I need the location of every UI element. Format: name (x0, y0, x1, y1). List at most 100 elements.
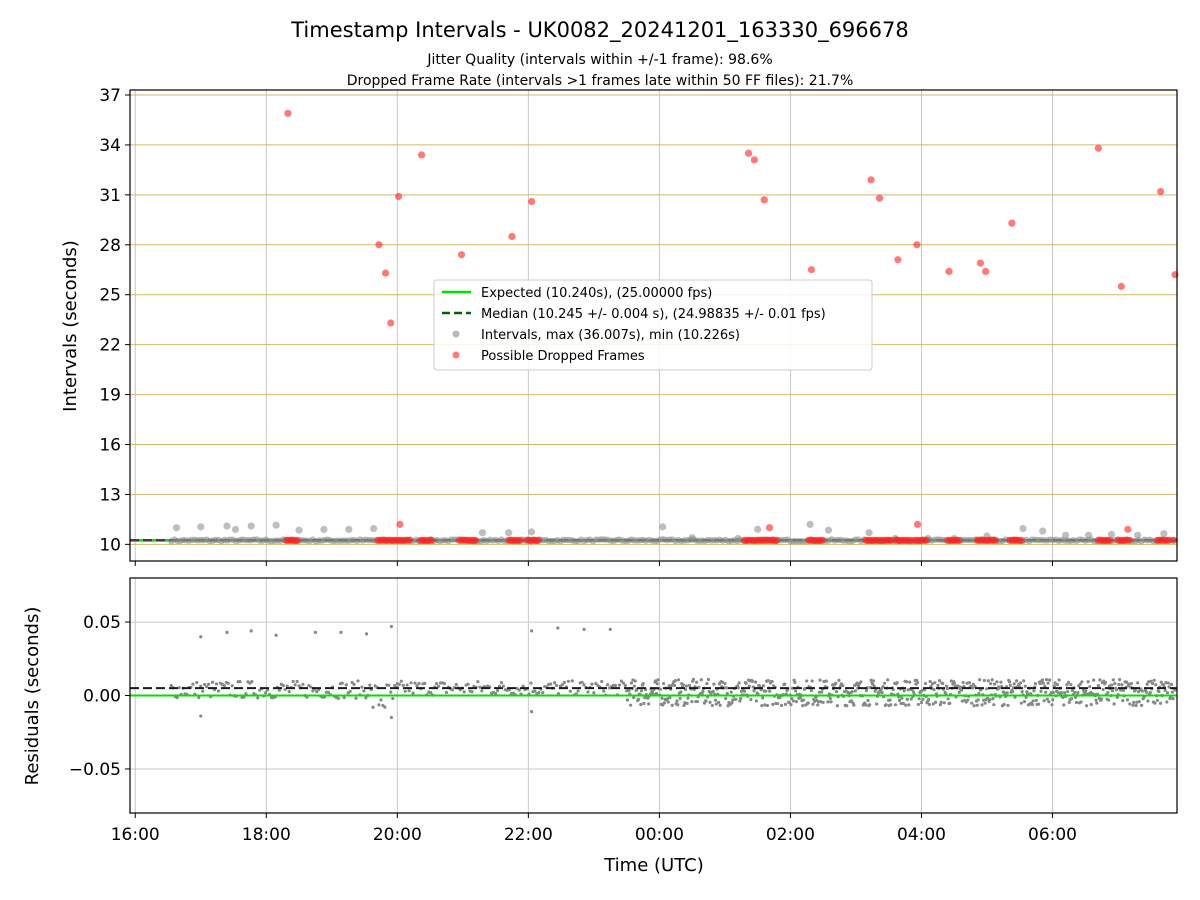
residual-point (742, 689, 747, 693)
residual-point (720, 680, 725, 684)
residual-point (983, 701, 987, 705)
dropped-frame-point (744, 149, 753, 157)
residual-point (942, 701, 946, 705)
residual-point (1007, 680, 1012, 684)
residual-point (923, 681, 928, 686)
residual-point (1012, 682, 1016, 686)
residual-point (1051, 690, 1056, 695)
residual-point (961, 680, 965, 685)
residual-point (339, 630, 343, 634)
interval-point (345, 525, 353, 533)
residual-point (1002, 702, 1006, 707)
residual-point (1066, 689, 1070, 694)
residual-point (980, 703, 984, 707)
residual-point (360, 685, 364, 689)
residual-point (499, 681, 504, 685)
residual-point (701, 689, 705, 693)
residual-point (562, 680, 566, 685)
residual-point (1166, 681, 1170, 685)
residual-point (647, 702, 651, 706)
residual-point (895, 681, 899, 685)
residual-point (729, 690, 733, 694)
residual-point (816, 703, 820, 707)
residual-point (1041, 681, 1045, 685)
residual-point (933, 681, 937, 685)
residual-point (1110, 683, 1114, 687)
residual-point (837, 678, 841, 682)
residual-point (1062, 691, 1067, 695)
residual-point (537, 690, 541, 695)
residual-point (1147, 680, 1151, 684)
residual-point (768, 689, 772, 693)
residual-point (952, 681, 957, 685)
residual-point (566, 679, 570, 683)
residual-point (992, 682, 997, 686)
legend-dropped-marker (452, 351, 460, 359)
residual-point (995, 680, 999, 684)
residual-point (997, 686, 1001, 690)
intervals-y-tick-label: 25 (99, 286, 121, 306)
chart-subtitle-dropped: Dropped Frame Rate (intervals >1 frames … (347, 73, 854, 89)
residual-point (835, 704, 839, 708)
residual-point (639, 689, 644, 693)
residual-point (1152, 678, 1156, 682)
residuals-y-axis-label: Residuals (seconds) (22, 607, 43, 786)
residual-point (1173, 688, 1178, 692)
residual-point (429, 691, 433, 695)
residual-point (849, 699, 854, 703)
residual-point (1125, 680, 1129, 684)
residual-point (673, 678, 677, 683)
residual-point (1144, 690, 1148, 694)
residual-point (628, 703, 633, 707)
residual-point (959, 688, 964, 692)
residual-point (285, 684, 289, 688)
interval-point (223, 522, 231, 530)
residual-point (191, 682, 195, 686)
dropped-frame-point (1170, 536, 1178, 544)
interval-point (1160, 529, 1168, 538)
residual-point (476, 680, 480, 684)
residual-point (383, 705, 387, 709)
residual-point (309, 685, 313, 689)
residual-point (714, 702, 718, 706)
residual-point (454, 682, 458, 687)
residual-point (197, 695, 201, 700)
residual-point (1171, 697, 1175, 701)
residual-point (889, 703, 893, 707)
residual-point (530, 710, 534, 714)
legend-dropped-label: Possible Dropped Frames (481, 349, 645, 364)
residual-point (169, 683, 173, 688)
residual-point (1057, 678, 1061, 682)
residual-point (1106, 698, 1111, 702)
residual-point (686, 696, 690, 700)
residual-point (541, 690, 545, 695)
residual-point (1065, 683, 1069, 687)
residual-point (636, 697, 641, 701)
residual-point (661, 703, 665, 707)
dropped-frame-point (982, 267, 990, 276)
residual-point (1022, 679, 1026, 683)
residual-point (783, 682, 787, 686)
dropped-frame-point (1124, 525, 1132, 533)
residual-point (1153, 701, 1157, 705)
residual-point (737, 681, 741, 685)
residual-point (348, 689, 352, 693)
residual-point (897, 698, 902, 702)
residual-point (985, 696, 990, 700)
residual-point (1073, 690, 1077, 695)
x-tick-label: 18:00 (242, 825, 291, 845)
residual-point (1078, 682, 1082, 686)
residual-point (521, 684, 525, 688)
residual-point (403, 689, 407, 693)
residual-point (875, 702, 879, 706)
legend-intervals-label: Intervals, max (36.007s), min (10.226s) (481, 328, 740, 343)
residual-point (900, 696, 904, 700)
residual-point (999, 680, 1003, 684)
residual-point (1096, 683, 1100, 688)
dropped-frame-point (1125, 536, 1134, 544)
residual-point (938, 703, 942, 707)
residual-point (1133, 688, 1137, 692)
residual-point (946, 697, 950, 701)
residual-point (760, 704, 764, 708)
residual-point (287, 689, 291, 694)
